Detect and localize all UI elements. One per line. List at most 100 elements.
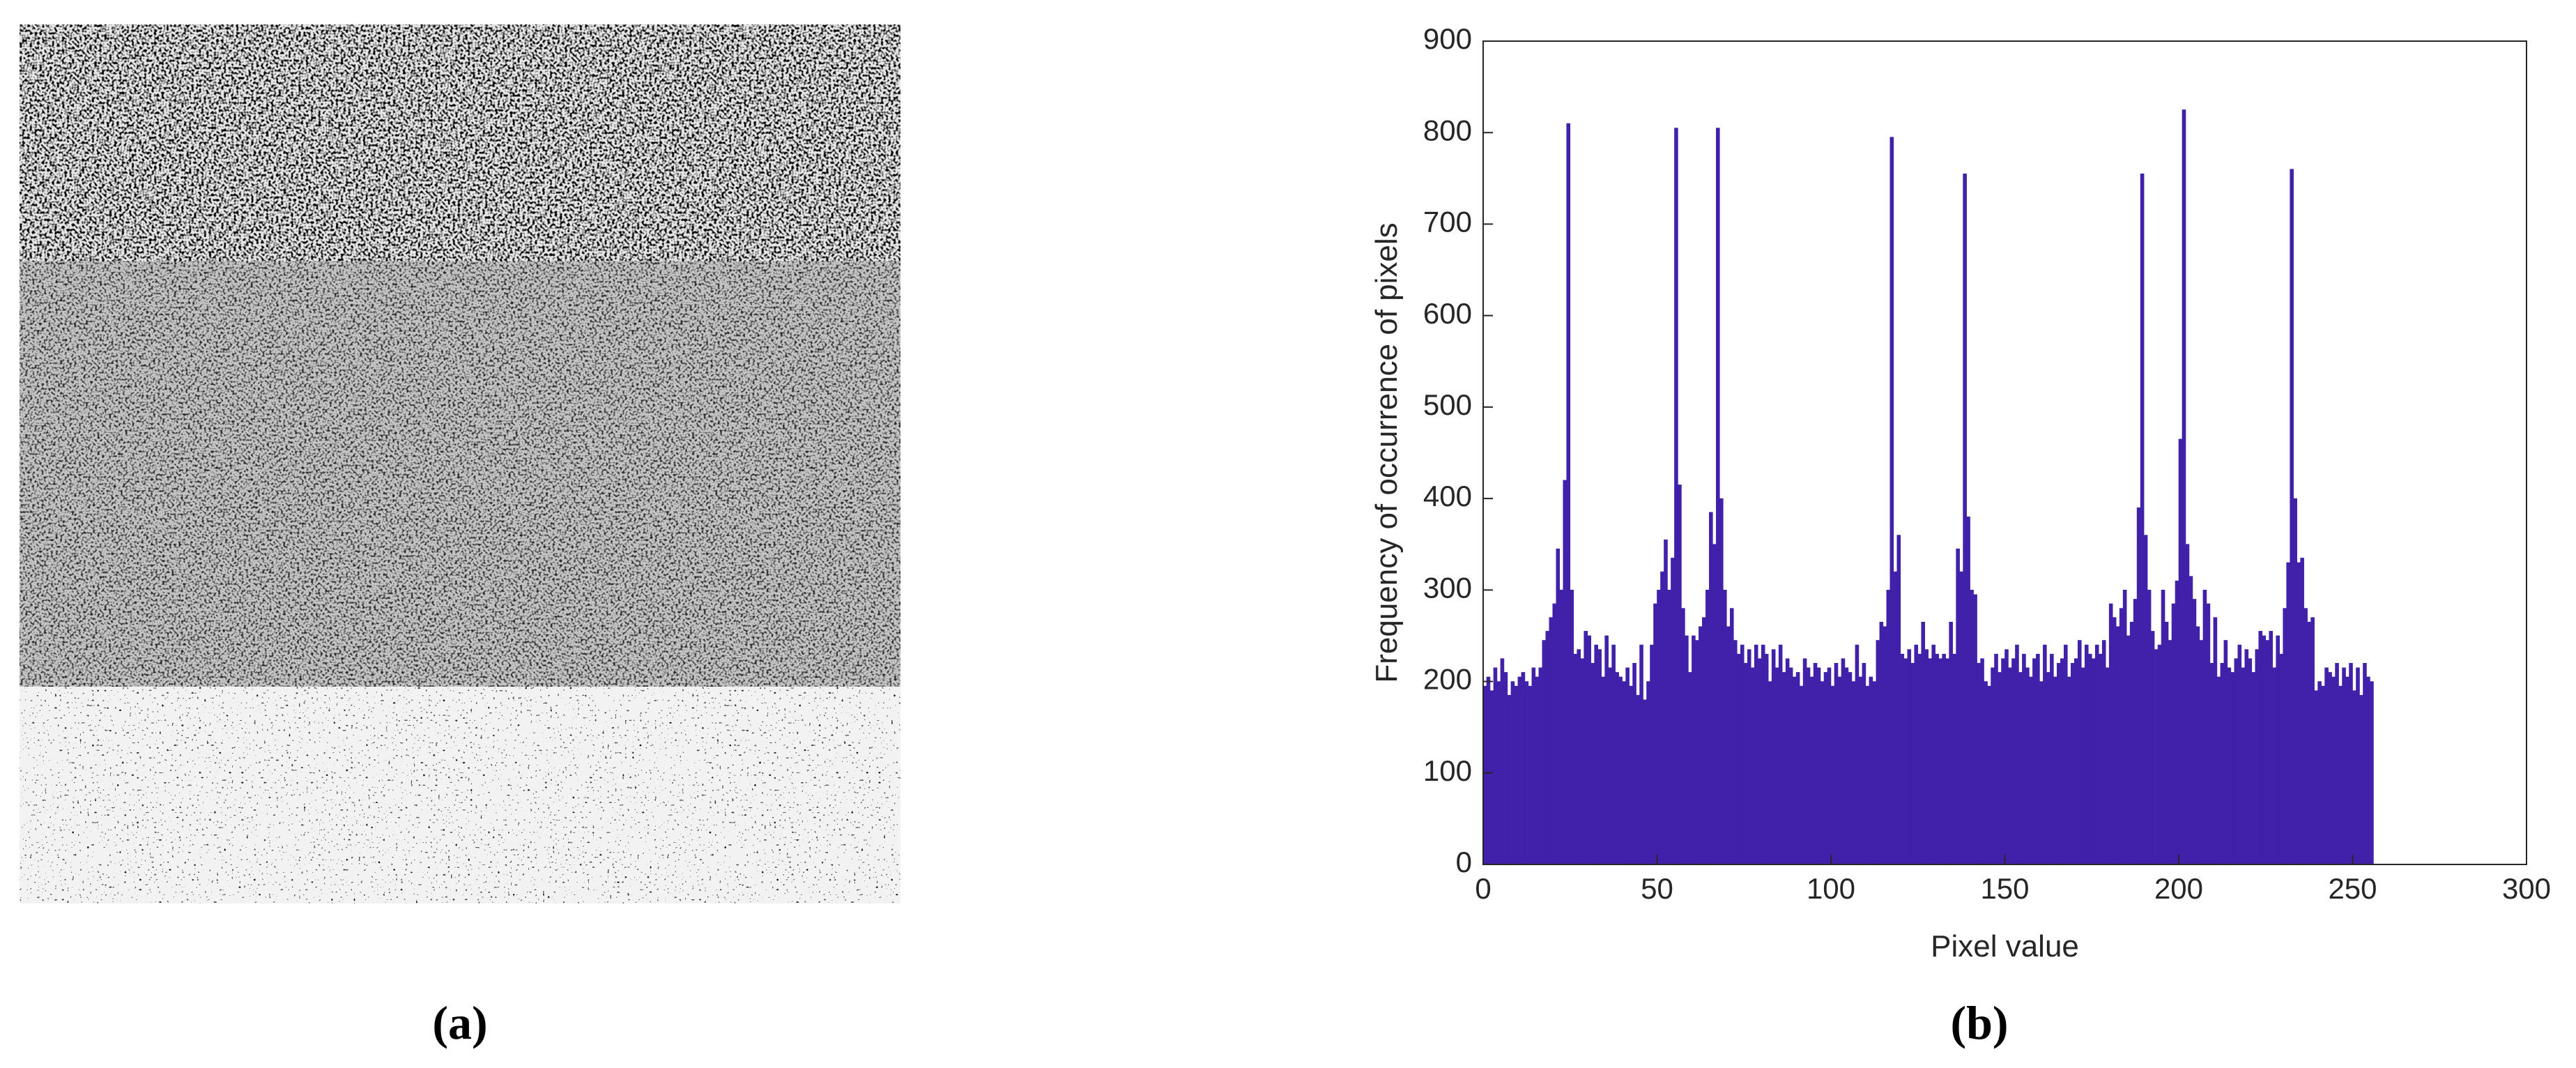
bar	[1872, 681, 1877, 865]
bar	[2321, 685, 2325, 865]
y-tick-label: 700	[1423, 206, 1472, 238]
bar	[2015, 644, 2019, 865]
bar	[2050, 653, 2054, 865]
bar	[2175, 580, 2179, 865]
bar	[2230, 672, 2235, 865]
x-tick-label: 150	[1980, 872, 2029, 905]
bar	[2098, 653, 2103, 865]
bar	[2057, 663, 2061, 865]
bar	[2338, 685, 2343, 865]
bar	[2157, 644, 2162, 865]
bar	[1809, 676, 1814, 865]
bar	[2133, 599, 2138, 865]
bar	[2074, 658, 2078, 865]
bar	[1816, 667, 1821, 865]
bar	[2209, 663, 2214, 865]
bar	[2032, 658, 2037, 865]
bar	[1577, 649, 1581, 865]
bar	[2310, 617, 2315, 865]
bar	[2164, 621, 2169, 865]
bar	[1636, 694, 1640, 865]
bar	[2255, 649, 2260, 865]
bar	[1702, 617, 1706, 865]
bar	[1949, 621, 1953, 865]
bar	[1764, 653, 1769, 865]
bar	[1563, 480, 1567, 865]
bar	[1806, 667, 1811, 865]
bar	[2119, 608, 2124, 865]
bar	[1584, 631, 1588, 865]
bar	[2025, 667, 2030, 865]
bar	[1524, 681, 1529, 865]
bar	[2290, 169, 2294, 865]
bar	[1615, 672, 1619, 865]
bar	[2300, 558, 2304, 865]
bar	[1556, 548, 1561, 865]
bar	[1559, 590, 1564, 865]
bar	[2366, 676, 2370, 865]
bar	[1510, 681, 1515, 865]
caption: (b)	[1950, 996, 2008, 1049]
bar	[1667, 590, 1671, 865]
bar	[2286, 562, 2290, 865]
bar	[2227, 667, 2232, 865]
bar	[1618, 676, 1623, 865]
bar	[1692, 635, 1696, 865]
bar	[2046, 672, 2050, 865]
bar	[1608, 667, 1612, 865]
bar	[1952, 653, 1956, 865]
bar	[2241, 667, 2246, 865]
bar	[1883, 626, 1887, 865]
bar	[1503, 672, 1508, 865]
bar	[1994, 653, 1998, 865]
bar	[1674, 128, 1678, 865]
bar	[1625, 667, 1630, 865]
bar	[1678, 485, 1682, 865]
bar	[1531, 667, 1536, 865]
bar	[1671, 558, 1675, 865]
bar	[1862, 663, 1866, 865]
bar	[1622, 681, 1626, 865]
bar	[1907, 649, 1912, 865]
bar	[2168, 640, 2172, 865]
bar	[2067, 676, 2071, 865]
bar	[1781, 672, 1786, 865]
bar	[1757, 658, 1762, 865]
bar	[1489, 690, 1494, 865]
bar	[2234, 658, 2239, 865]
bar	[1848, 672, 1853, 865]
bar	[1869, 676, 1873, 865]
bar	[2171, 603, 2176, 865]
bar	[2342, 667, 2346, 865]
y-tick-label: 0	[1456, 846, 1472, 878]
bar	[1820, 681, 1825, 865]
bar	[2276, 635, 2280, 865]
bar	[2182, 109, 2186, 865]
bar	[1761, 644, 1765, 865]
caption: (a)	[432, 996, 487, 1049]
bar	[2331, 676, 2336, 865]
x-tick-label: 100	[1807, 872, 1855, 905]
bar	[1590, 663, 1595, 865]
bar	[1802, 658, 1807, 865]
bar	[1594, 644, 1598, 865]
bar	[1917, 653, 1922, 865]
bar	[1695, 640, 1699, 865]
bar	[2213, 617, 2218, 865]
bar	[2084, 644, 2089, 865]
bar	[1876, 640, 1880, 865]
bar	[2237, 644, 2242, 865]
bar	[2053, 676, 2057, 865]
bar	[2060, 658, 2064, 865]
bar	[1611, 644, 1616, 865]
bar	[2349, 663, 2353, 865]
bar	[2244, 649, 2249, 865]
bar	[2258, 631, 2263, 865]
bar	[2154, 649, 2159, 865]
bar	[1844, 667, 1849, 865]
bar	[1858, 676, 1863, 865]
bar	[2356, 667, 2360, 865]
bar	[2188, 576, 2193, 865]
bar	[1973, 594, 1977, 865]
